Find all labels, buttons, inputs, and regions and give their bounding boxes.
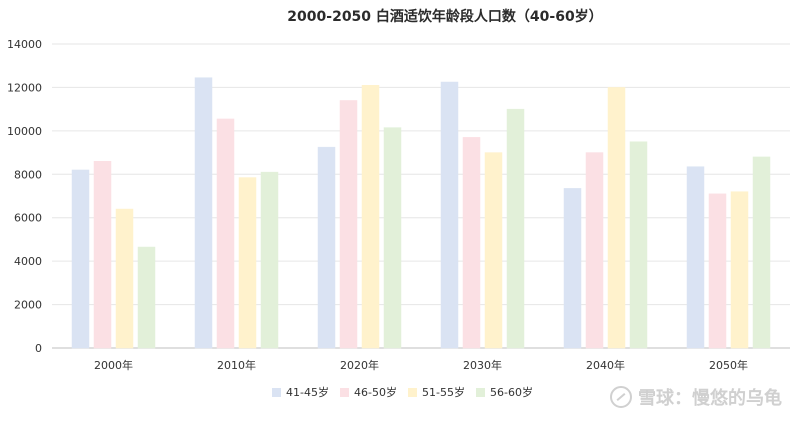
- bar: [607, 87, 626, 349]
- gridlines: [52, 43, 790, 349]
- bar: [194, 77, 213, 349]
- y-tick-label: 2000: [14, 299, 42, 312]
- bar: [317, 146, 336, 349]
- y-tick-label: 12000: [7, 81, 42, 94]
- x-axis: 2000年 2010年 2020年 2030年 2040年 2050年: [94, 358, 748, 372]
- bar: [361, 85, 380, 349]
- x-tick-label: 2020年: [340, 358, 379, 372]
- legend-swatch: [408, 388, 417, 397]
- bar: [383, 127, 402, 349]
- bar: [730, 191, 749, 349]
- watermark: 雪球：慢悠的乌龟: [610, 384, 782, 410]
- legend-swatch: [476, 388, 485, 397]
- x-tick-label: 2030年: [463, 358, 502, 372]
- bar: [708, 193, 727, 349]
- bar: [115, 208, 134, 349]
- x-tick-label: 2000年: [94, 358, 133, 372]
- watermark-text: 雪球：慢悠的乌龟: [638, 388, 782, 409]
- y-tick-label: 6000: [14, 212, 42, 225]
- x-tick-label: 2050年: [709, 358, 748, 372]
- y-tick-label: 4000: [14, 255, 42, 268]
- bar: [137, 246, 156, 349]
- bar: [585, 152, 604, 349]
- bars: [71, 77, 771, 349]
- y-tick-label: 14000: [7, 38, 42, 51]
- bar: [629, 141, 648, 349]
- bar: [71, 169, 90, 349]
- x-tick-label: 2010年: [217, 358, 256, 372]
- y-tick-label: 8000: [14, 168, 42, 181]
- legend-label: 56-60岁: [490, 385, 533, 399]
- bar: [339, 100, 358, 349]
- y-axis: 0 2000 4000 6000 8000 10000 12000 14000: [7, 38, 42, 355]
- bar: [93, 161, 112, 349]
- legend-label: 41-45岁: [286, 385, 329, 399]
- bar: [686, 166, 705, 349]
- chart-title: 2000-2050 白酒适饮年龄段人口数（40-60岁）: [287, 8, 602, 25]
- y-tick-label: 10000: [7, 125, 42, 138]
- legend: 41-45岁 46-50岁 51-55岁 56-60岁: [272, 385, 533, 399]
- bar: [484, 152, 503, 349]
- legend-swatch: [272, 388, 281, 397]
- y-tick-label: 0: [35, 342, 42, 355]
- legend-label: 51-55岁: [422, 385, 465, 399]
- bar: [563, 188, 582, 349]
- legend-swatch: [340, 388, 349, 397]
- legend-label: 46-50岁: [354, 385, 397, 399]
- bar: [260, 171, 279, 349]
- bar: [216, 118, 235, 349]
- bar: [440, 81, 459, 349]
- snowball-logo-icon: [610, 386, 632, 408]
- bar: [506, 108, 525, 349]
- bar: [752, 156, 771, 349]
- bar: [238, 177, 257, 349]
- bar: [462, 137, 481, 349]
- x-tick-label: 2040年: [586, 358, 625, 372]
